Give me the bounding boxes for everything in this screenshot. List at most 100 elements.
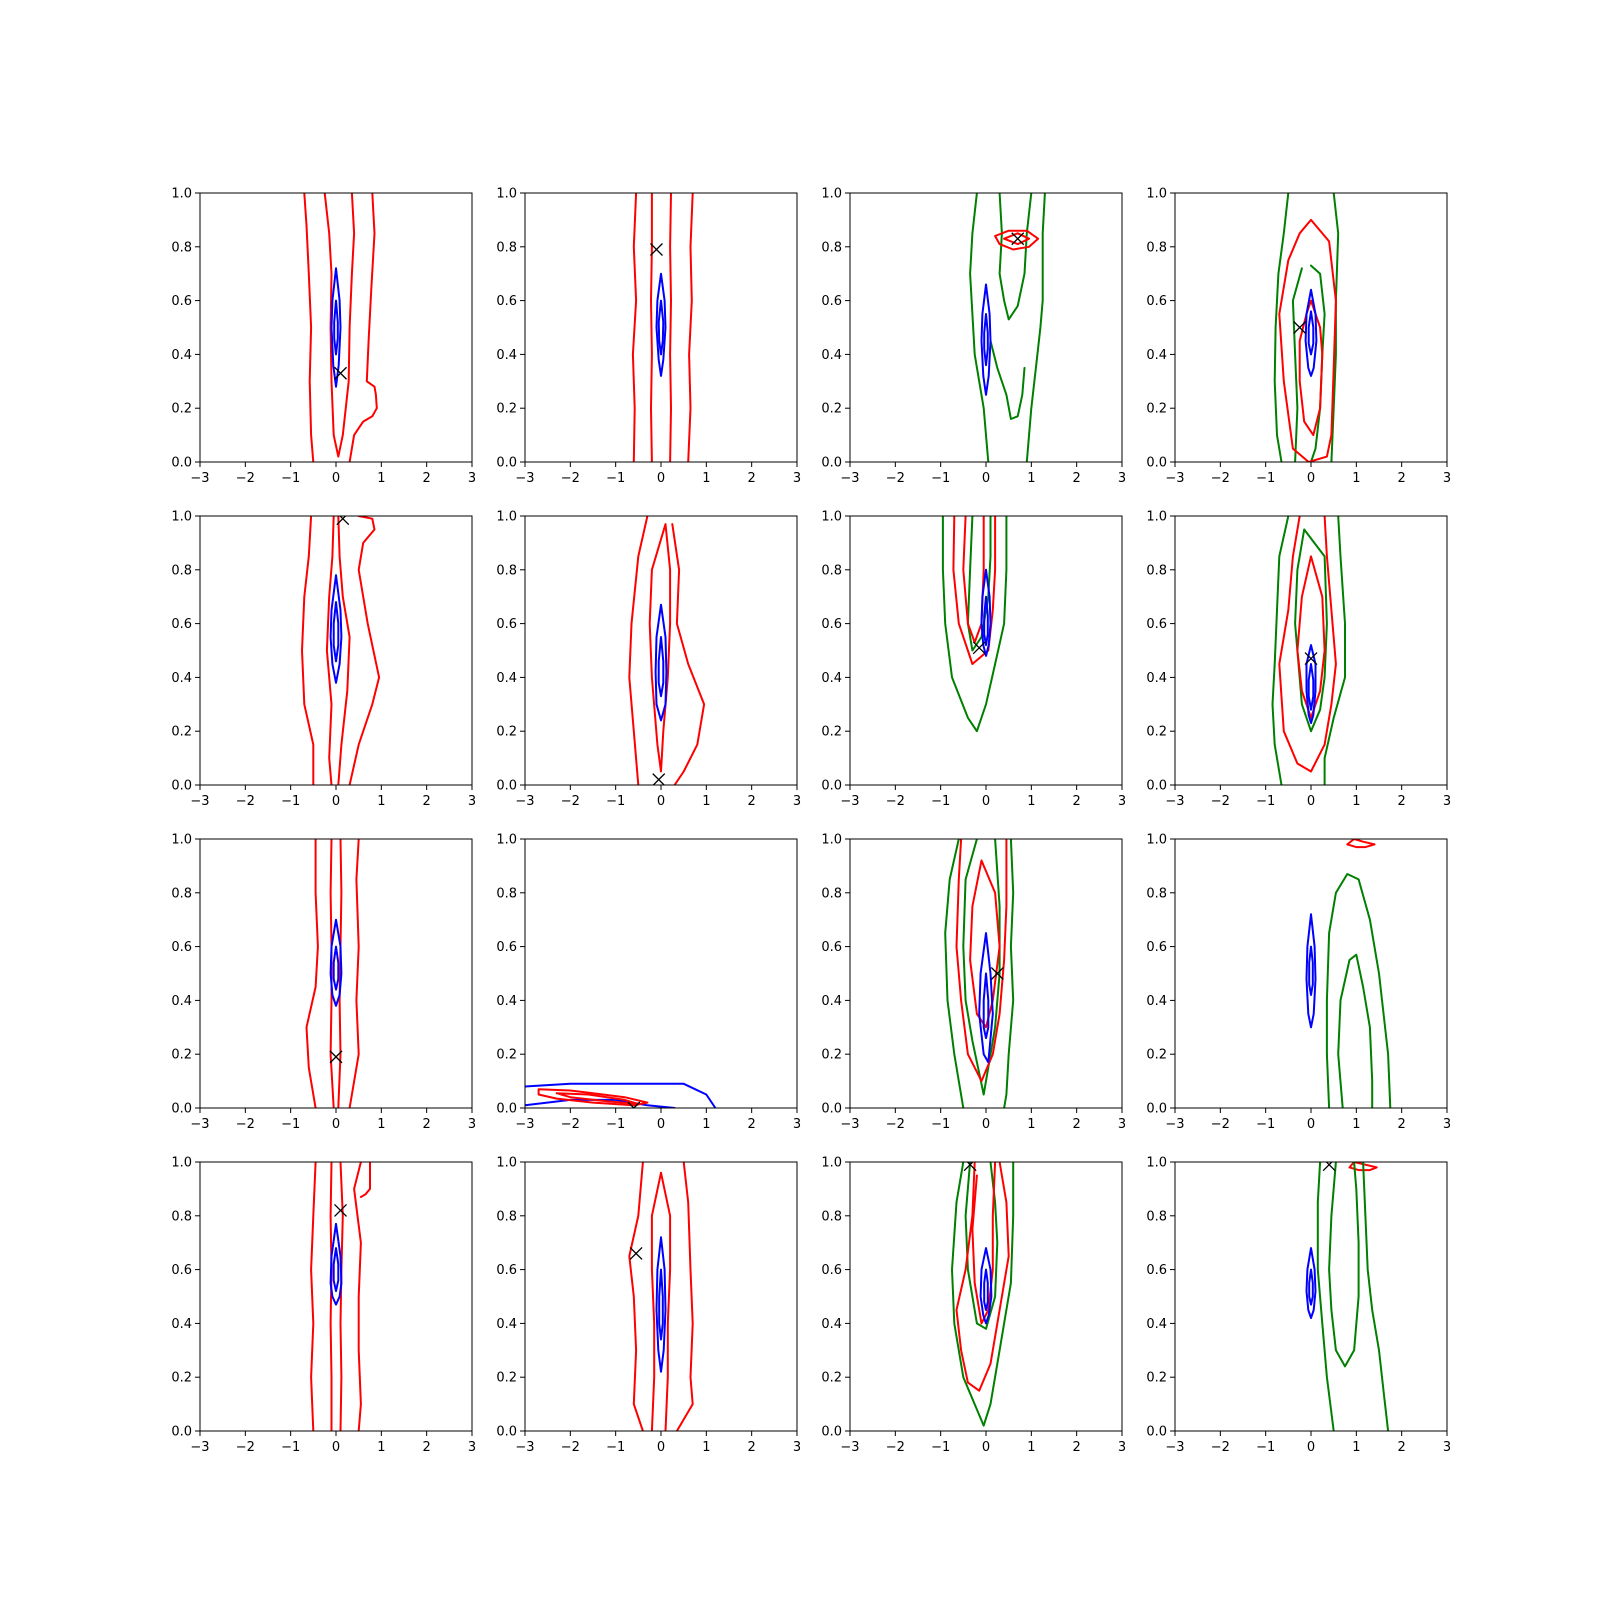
y-tick-label: 0.4 <box>496 994 517 1009</box>
contour-line-blue <box>329 1222 343 1306</box>
y-tick-label: 0.6 <box>171 294 192 309</box>
contour-line-red <box>628 1162 644 1431</box>
x-tick-label: 3 <box>468 1117 476 1132</box>
x-tick-label: −3 <box>190 471 209 486</box>
contour-line-red <box>348 516 381 785</box>
contour-line-red <box>631 193 638 462</box>
y-tick-label: 0.0 <box>171 1425 192 1440</box>
x-tick-label: −3 <box>840 794 859 809</box>
x-tick-label: 1 <box>377 794 385 809</box>
contour-line-green <box>941 516 1008 733</box>
contour-line-green <box>1271 516 1290 785</box>
y-tick-label: 0.0 <box>171 779 192 794</box>
axes-frame <box>849 1161 1123 1432</box>
y-tick-label: 0.6 <box>171 1263 192 1278</box>
contour-layer <box>310 1162 371 1431</box>
y-tick-label: 0.6 <box>496 940 517 955</box>
x-marker <box>627 1101 641 1108</box>
x-tick-label: −2 <box>561 794 580 809</box>
y-tick-label: 0.6 <box>1146 940 1167 955</box>
x-tick-label: −2 <box>886 471 905 486</box>
y-tick-label: 0.4 <box>171 1317 192 1332</box>
x-marker <box>1304 652 1318 666</box>
contour-layer <box>969 193 1046 462</box>
y-tick-label: 1.0 <box>171 1156 192 1171</box>
contour-line-blue <box>1307 663 1315 711</box>
y-tick-label: 1.0 <box>171 833 192 848</box>
x-tick-label: 1 <box>702 794 710 809</box>
x-tick-label: 2 <box>1398 1117 1406 1132</box>
x-tick-label: −1 <box>606 1440 625 1455</box>
y-tick-label: 0.4 <box>821 994 842 1009</box>
subplot-3-3: −3 −2 −1 0 1 2 3 0.0 0.2 0.4 0.6 0.8 1.0 <box>1146 1156 1451 1456</box>
contour-line-blue <box>1308 1268 1314 1306</box>
contour-line-red <box>310 1162 317 1431</box>
x-tick-label: 0 <box>332 794 340 809</box>
x-tick-label: −2 <box>1211 1117 1230 1132</box>
x-marker <box>629 1247 643 1260</box>
axes-frame <box>524 192 798 463</box>
contour-line-green <box>1337 953 1374 1108</box>
axes-frame <box>524 1161 798 1432</box>
x-tick-label: 0 <box>1307 794 1315 809</box>
y-tick-label: 0.8 <box>1146 240 1167 255</box>
contour-layer <box>1305 1162 1390 1431</box>
y-tick-label: 0.2 <box>171 1371 192 1386</box>
subplot-0-1: −3 −2 −1 0 1 2 3 0.0 0.2 0.4 0.6 0.8 1.0 <box>496 187 801 487</box>
y-tick-label: 0.0 <box>1146 779 1167 794</box>
contour-line-red <box>337 839 343 1108</box>
x-tick-label: 2 <box>748 794 756 809</box>
x-tick-label: 3 <box>1118 471 1126 486</box>
contour-line-blue <box>655 1236 667 1373</box>
y-tick-label: 0.8 <box>171 240 192 255</box>
x-tick-label: 1 <box>1027 794 1035 809</box>
y-tick-label: 0.2 <box>1146 1371 1167 1386</box>
y-tick-label: 0.0 <box>1146 1102 1167 1117</box>
axes-frame <box>849 192 1123 463</box>
x-marker <box>1011 232 1025 246</box>
contour-line-red <box>353 1162 362 1431</box>
x-tick-label: −1 <box>1256 1440 1275 1455</box>
contour-line-red <box>971 1162 997 1325</box>
y-tick-label: 1.0 <box>821 187 842 202</box>
y-tick-label: 1.0 <box>821 1156 842 1171</box>
y-tick-label: 0.4 <box>171 671 192 686</box>
contour-line-blue <box>655 272 667 377</box>
contour-line-blue <box>1305 644 1317 725</box>
x-tick-label: −3 <box>1165 471 1184 486</box>
y-tick-label: 0.6 <box>821 294 842 309</box>
contour-line-blue <box>332 601 340 663</box>
y-tick-label: 0.4 <box>496 1317 517 1332</box>
x-tick-label: 1 <box>1352 794 1360 809</box>
x-tick-label: 1 <box>377 1440 385 1455</box>
y-tick-label: 0.8 <box>821 563 842 578</box>
x-tick-label: −2 <box>561 1117 580 1132</box>
x-marker <box>1293 321 1307 334</box>
x-tick-label: −3 <box>515 1440 534 1455</box>
x-marker <box>650 243 663 256</box>
x-tick-label: 3 <box>1443 1440 1451 1455</box>
x-tick-label: 0 <box>982 794 990 809</box>
contour-line-blue <box>983 313 989 367</box>
y-tick-label: 0.0 <box>821 779 842 794</box>
contour-line-blue <box>1305 913 1317 1029</box>
contour-line-blue <box>525 1098 676 1108</box>
x-tick-label: −1 <box>606 1117 625 1132</box>
y-tick-label: 0.6 <box>171 617 192 632</box>
x-tick-label: 0 <box>982 471 990 486</box>
contour-line-green <box>1362 1162 1390 1431</box>
contour-line-red <box>650 1171 662 1431</box>
y-tick-label: 0.6 <box>821 940 842 955</box>
contour-line-red <box>687 193 694 462</box>
axes-frame <box>1174 1161 1448 1432</box>
x-tick-label: 0 <box>332 1440 340 1455</box>
subplot-3-1: −3 −2 −1 0 1 2 3 0.0 0.2 0.4 0.6 0.8 1.0 <box>496 1156 801 1456</box>
contour-line-blue <box>1305 1247 1317 1319</box>
y-tick-label: 0.4 <box>496 671 517 686</box>
subplot-0-0: −3 −2 −1 0 1 2 3 0.0 0.2 0.4 0.6 0.8 1.0 <box>171 187 476 487</box>
x-tick-label: 2 <box>748 471 756 486</box>
subplot-1-3: −3 −2 −1 0 1 2 3 0.0 0.2 0.4 0.6 0.8 1.0 <box>1146 510 1451 810</box>
x-tick-label: −1 <box>281 794 300 809</box>
contour-layer <box>1271 516 1346 785</box>
